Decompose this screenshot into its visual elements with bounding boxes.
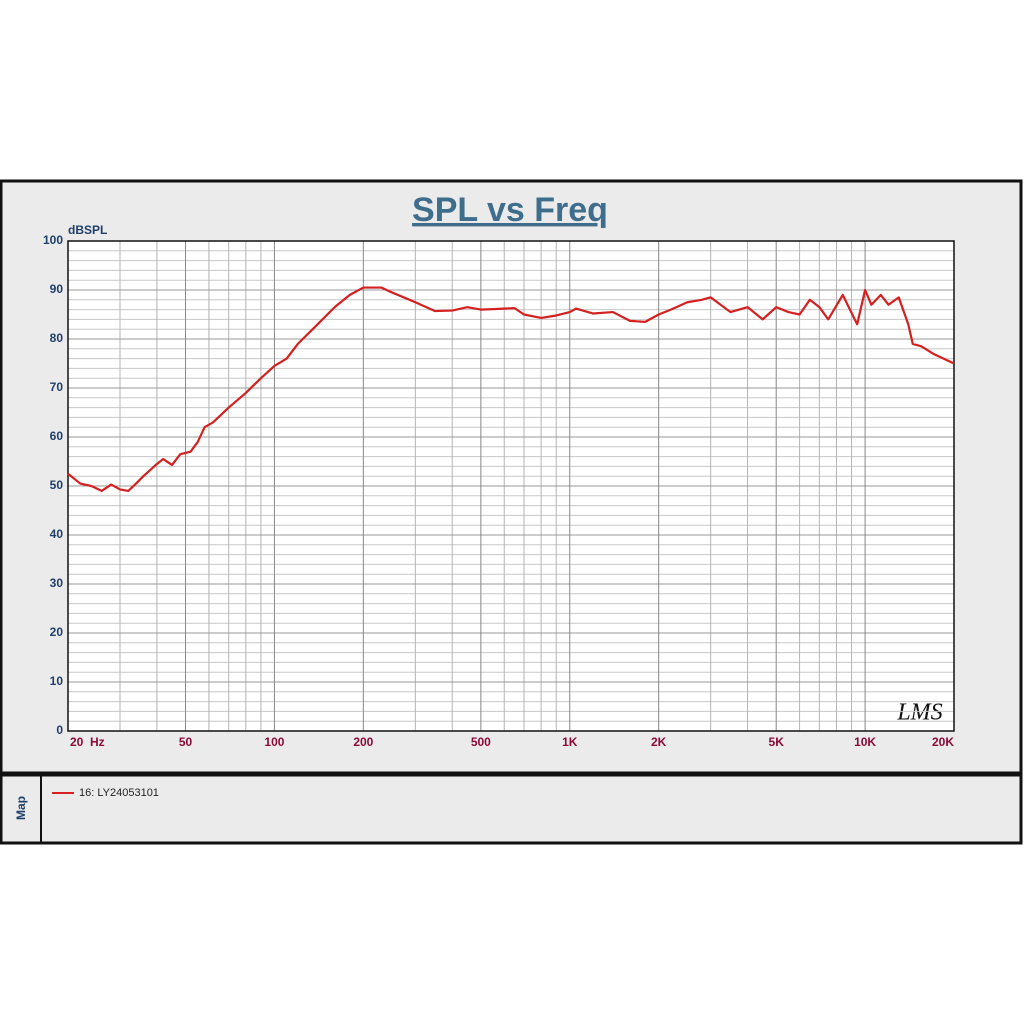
y-tick-label: 20	[50, 625, 64, 639]
y-tick-label: 10	[50, 674, 64, 688]
x-tick-label: 1K	[562, 735, 578, 749]
x-tick-label: 50	[179, 735, 193, 749]
x-tick-label: 5K	[769, 735, 785, 749]
plot-border	[67, 240, 955, 732]
y-tick-label: 70	[50, 380, 64, 394]
y-tick-label: 60	[50, 429, 64, 443]
x-tick-label: 100	[264, 735, 284, 749]
legend-label: 16: LY24053101	[79, 787, 159, 799]
legend-frame	[0, 773, 1023, 845]
y-tick-label: 0	[56, 723, 63, 737]
y-tick-label: 40	[50, 527, 64, 541]
y-tick-label: 90	[50, 282, 64, 296]
x-tick-label: 20 Hz	[70, 735, 105, 749]
y-tick-label: 80	[50, 331, 64, 345]
legend-title: Map	[14, 796, 28, 820]
chart-title: SPL vs Freq	[412, 191, 608, 229]
x-tick-label: 2K	[651, 735, 667, 749]
y-tick-label: 30	[50, 576, 64, 590]
x-tick-label: 200	[353, 735, 373, 749]
x-tick-label: 10K	[854, 735, 876, 749]
x-tick-label: 500	[471, 735, 491, 749]
data-line	[67, 286, 955, 492]
y-tick-label: 100	[43, 233, 63, 247]
y-tick-label: 50	[50, 478, 64, 492]
x-tick-label: 20K	[932, 735, 954, 749]
y-axis-label: dBSPL	[68, 223, 107, 237]
